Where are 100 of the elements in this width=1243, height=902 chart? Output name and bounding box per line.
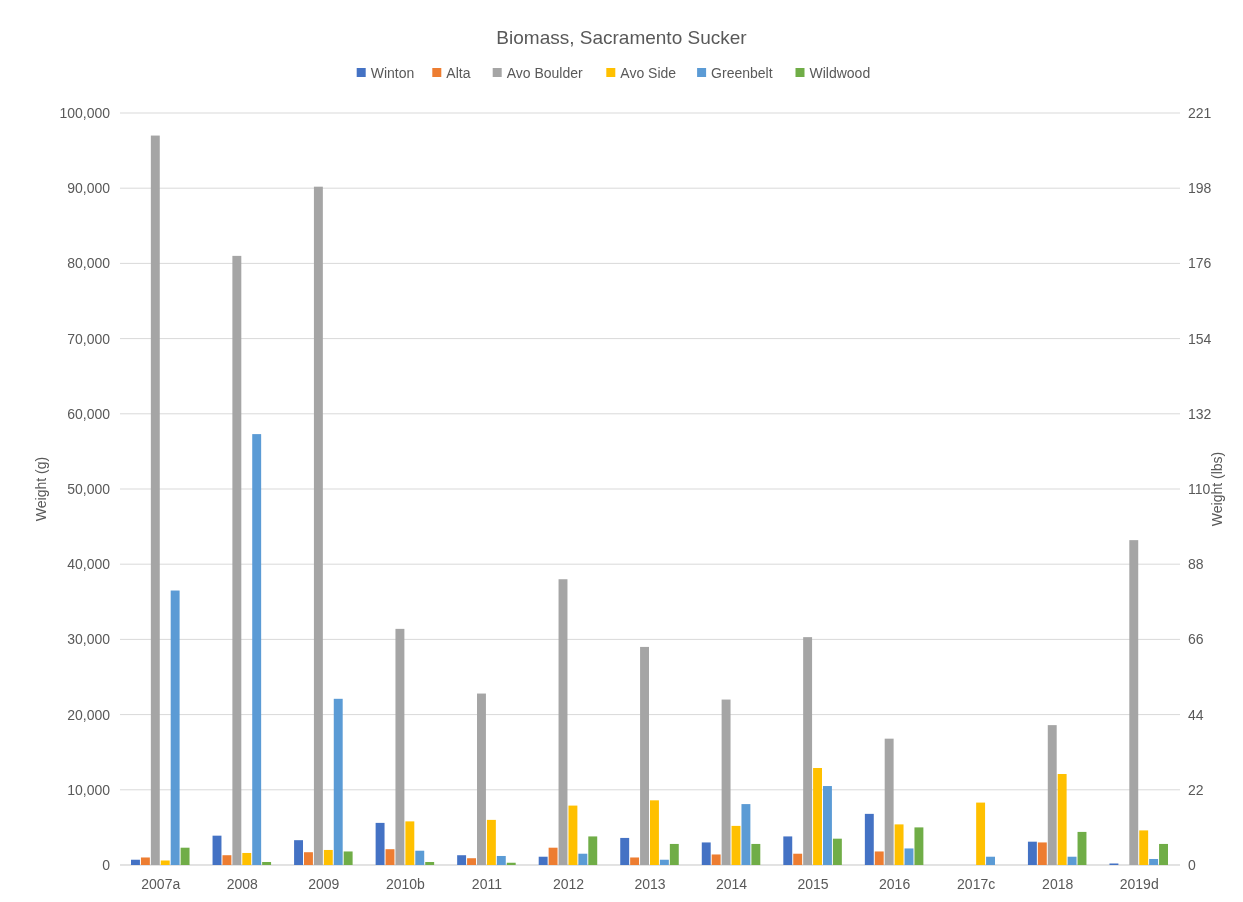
bar: [588, 836, 598, 865]
legend-label: Winton: [370, 65, 415, 81]
y2-tick-label: 66: [1188, 631, 1204, 648]
bar: [304, 852, 313, 865]
bar: [793, 853, 803, 865]
bar: [375, 822, 385, 865]
y-tick-label: 10,000: [67, 781, 111, 798]
bar: [803, 637, 813, 865]
bar: [823, 786, 832, 865]
legend-label: Wildwood: [809, 65, 871, 81]
bar: [252, 434, 262, 865]
bar: [506, 862, 516, 865]
bar: [832, 838, 842, 865]
legend-label: Avo Boulder: [506, 65, 584, 81]
x-tick-label: 2010b: [385, 876, 426, 892]
bar: [914, 827, 924, 865]
y-tick-label: 70,000: [67, 330, 111, 347]
bar: [976, 802, 986, 865]
y2-tick-label: 221: [1188, 105, 1212, 121]
bar: [313, 186, 323, 865]
bar: [904, 848, 914, 865]
y-tick-label: 50,000: [67, 481, 111, 497]
y2-axis-title: Weight (lbs): [1209, 451, 1225, 527]
bar: [323, 849, 333, 865]
bar: [242, 852, 252, 865]
x-tick-label: 2009: [308, 876, 340, 892]
bar: [467, 858, 476, 865]
x-tick-label: 2014: [715, 876, 748, 892]
bar: [741, 804, 751, 865]
bar: [884, 738, 894, 865]
bar: [170, 590, 180, 865]
bar: [650, 800, 659, 865]
y-tick-label: 30,000: [67, 631, 111, 648]
bar: [262, 861, 272, 865]
y-tick-label: 60,000: [67, 405, 111, 422]
x-tick-label: 2018: [1042, 876, 1074, 892]
bar: [140, 857, 150, 865]
bar: [232, 255, 242, 865]
bar: [701, 842, 711, 865]
bar: [568, 805, 578, 865]
legend-label: Alta: [446, 65, 471, 81]
x-tick-label: 2016: [879, 876, 911, 892]
bar: [496, 855, 506, 865]
x-tick-label: 2011: [471, 876, 503, 892]
x-tick-label: 2019d: [1119, 876, 1159, 892]
bar: [894, 824, 904, 865]
y2-tick-label: 154: [1188, 330, 1212, 347]
bar: [477, 693, 486, 865]
bar: [343, 851, 353, 865]
x-tick-label: 2012: [552, 876, 585, 892]
bar: [1129, 540, 1139, 865]
bar: [711, 854, 721, 865]
y2-tick-label: 110: [1188, 481, 1211, 497]
x-tick-label: 2008: [226, 876, 259, 892]
x-tick-label: 2015: [797, 876, 829, 892]
bar: [874, 851, 884, 865]
bar: [578, 853, 588, 865]
x-tick-label: 2007a: [141, 876, 181, 892]
bar: [180, 847, 190, 865]
bar: [813, 767, 822, 865]
bar: [864, 813, 874, 865]
bar: [986, 856, 995, 865]
bar: [425, 861, 435, 865]
bar: [150, 135, 160, 865]
bar: [783, 836, 793, 865]
bar: [405, 821, 415, 865]
x-tick-label: 2013: [634, 876, 666, 892]
y2-tick-label: 0: [1188, 857, 1196, 873]
y-tick-label: 20,000: [67, 706, 111, 723]
y2-tick-label: 88: [1188, 556, 1204, 573]
y2-tick-label: 22: [1188, 781, 1204, 798]
bar: [630, 857, 640, 865]
legend-label: Avo Side: [620, 65, 677, 81]
y-tick-label: 80,000: [67, 255, 111, 272]
y-tick-label: 40,000: [67, 556, 111, 573]
bar: [721, 699, 731, 865]
bar: [1067, 856, 1077, 865]
legend-label: Greenbelt: [711, 65, 773, 81]
bar: [640, 646, 649, 865]
bar: [222, 855, 232, 865]
bar: [558, 579, 568, 865]
y2-tick-label: 176: [1188, 255, 1212, 272]
bar: [395, 628, 405, 865]
y2-tick-label: 132: [1188, 405, 1212, 422]
bar: [1027, 841, 1037, 865]
bar: [160, 860, 170, 865]
bar: [1149, 858, 1159, 865]
bar: [457, 855, 467, 865]
bar: [659, 859, 669, 865]
bar: [415, 850, 425, 865]
y2-tick-label: 44: [1188, 706, 1204, 723]
bar: [548, 847, 558, 865]
bar: [333, 698, 343, 865]
bar: [1057, 774, 1067, 865]
bar: [669, 843, 679, 865]
y-axis-title: Weight (g): [33, 456, 49, 522]
bar: [486, 819, 496, 865]
bar: [131, 859, 140, 865]
bar: [538, 856, 548, 865]
bar: [1159, 843, 1168, 865]
